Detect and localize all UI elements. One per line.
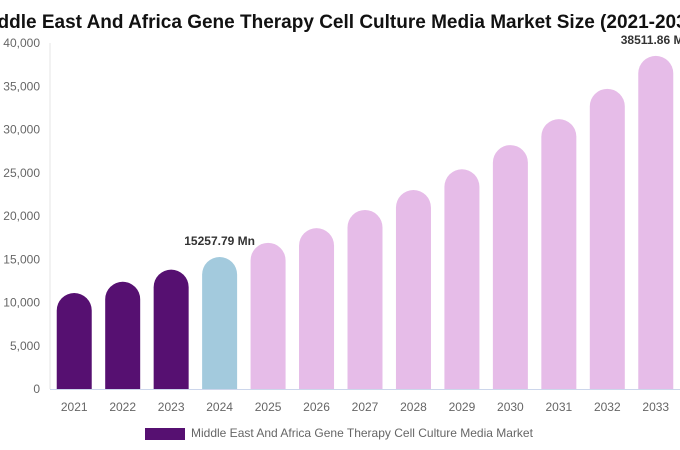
x-axis: 2021 2022 2023 2024 2025 2026 2027 2028 2029 2030…: [50, 389, 680, 414]
x-tick-label: 2023: [158, 400, 185, 414]
y-tick-label: 35,000: [3, 79, 40, 93]
x-tick-label: 2021: [61, 400, 88, 414]
legend: Middle East And Africa Gene Therapy Cell…: [145, 426, 534, 440]
y-tick-label: 15,000: [3, 252, 40, 266]
y-tick-label: 30,000: [3, 123, 40, 137]
y-tick-label: 5,000: [10, 339, 40, 353]
data-label-2033: 38511.86 Mn: [621, 33, 680, 47]
x-tick-label: 2022: [109, 400, 136, 414]
bar-2029[interactable]: [444, 169, 480, 389]
bar-2025[interactable]: [250, 242, 286, 389]
bar-2032[interactable]: [589, 88, 625, 389]
bar-2030[interactable]: [492, 145, 528, 389]
x-tick-label: 2028: [400, 400, 427, 414]
x-tick-label: 2029: [449, 400, 476, 414]
legend-label: Middle East And Africa Gene Therapy Cell…: [191, 426, 534, 440]
data-label-2024: 15257.79 Mn: [184, 234, 255, 248]
legend-swatch: [145, 428, 185, 440]
x-tick-label: 2027: [352, 400, 379, 414]
x-tick-label: 2033: [642, 400, 669, 414]
bar-2022[interactable]: [105, 281, 141, 389]
bar-2023[interactable]: [153, 269, 189, 389]
x-tick-label: 2025: [255, 400, 282, 414]
x-tick-label: 2030: [497, 400, 524, 414]
y-tick-label: 10,000: [3, 296, 40, 310]
x-tick-label: 2024: [206, 400, 233, 414]
bar-2021[interactable]: [56, 292, 92, 389]
y-axis: 0 5,000 10,000 15,000 20,000 25,000 30,000 35,0…: [3, 36, 51, 396]
y-tick-label: 20,000: [3, 209, 40, 223]
bar-2031[interactable]: [541, 119, 577, 389]
x-tick-label: 2032: [594, 400, 621, 414]
bars: [56, 55, 674, 390]
y-tick-label: 0: [33, 382, 40, 396]
bar-2024[interactable]: [202, 257, 238, 389]
x-tick-label: 2026: [303, 400, 330, 414]
bar-2026[interactable]: [299, 228, 335, 389]
y-tick-label: 25,000: [3, 166, 40, 180]
x-tick-label: 2031: [545, 400, 572, 414]
y-tick-label: 40,000: [3, 36, 40, 50]
bar-2028[interactable]: [395, 190, 431, 389]
data-labels: 15257.79 Mn 38511.86 Mn: [184, 33, 680, 248]
chart-title: Middle East And Africa Gene Therapy Cell…: [0, 12, 680, 33]
bar-2027[interactable]: [347, 209, 383, 389]
bar-2033[interactable]: [638, 55, 674, 390]
